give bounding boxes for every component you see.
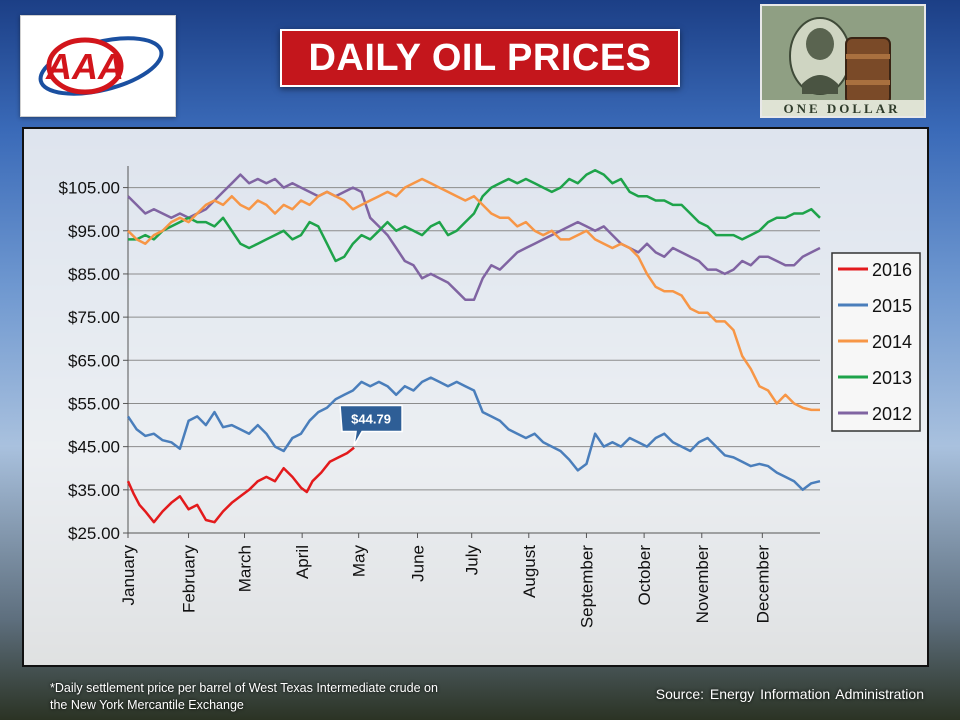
x-tick-label: January <box>119 545 138 606</box>
callout-box <box>339 404 403 446</box>
legend-label-2014: 2014 <box>872 332 912 352</box>
title-banner: DAILY OIL PRICES <box>280 29 680 87</box>
legend-label-2016: 2016 <box>872 260 912 280</box>
series-line-2016 <box>126 446 355 524</box>
x-tick-label: November <box>693 545 712 624</box>
x-tick-label: October <box>635 545 654 606</box>
x-tick-label: December <box>753 545 772 624</box>
series-lines <box>126 169 821 524</box>
y-tick-label: $95.00 <box>68 222 120 241</box>
aaa-logo: AAA <box>20 15 176 117</box>
y-tick-label: $75.00 <box>68 308 120 327</box>
legend-label-2015: 2015 <box>872 296 912 316</box>
x-tick-label: August <box>520 545 539 598</box>
x-tick-label: April <box>293 545 312 579</box>
footnote: *Daily settlement price per barrel of We… <box>50 680 438 714</box>
money-barrel-image: ONE DOLLAR <box>760 4 926 118</box>
gridlines <box>128 187 820 534</box>
footnote-line-1: *Daily settlement price per barrel of We… <box>50 681 438 695</box>
x-tick-label: July <box>463 545 482 576</box>
series-line-2014 <box>127 177 820 412</box>
callout-label: $44.79 <box>351 412 391 427</box>
legend: 2016 2015 2014 2013 2012 <box>831 252 921 432</box>
oil-price-chart: $25.00 $35.00 $45.00 $55.00 $65.00 $75.00 $85.… <box>22 127 929 667</box>
y-tick-label: $35.00 <box>68 481 120 500</box>
logo-globe-icon: AAA <box>38 36 164 96</box>
y-tick-label: $105.00 <box>59 179 120 198</box>
page-title: DAILY OIL PRICES <box>308 36 652 79</box>
y-tick-label: $85.00 <box>68 265 120 284</box>
y-tick-label: $25.00 <box>68 524 120 543</box>
logo-text: AAA <box>45 46 124 87</box>
series-line-2013 <box>128 169 821 263</box>
x-tick-label: June <box>408 545 427 582</box>
x-tick-label: March <box>235 545 254 592</box>
axes: $25.00 $35.00 $45.00 $55.00 $65.00 $75.00 $85.… <box>59 166 820 628</box>
legend-label-2012: 2012 <box>872 404 912 424</box>
dollar-caption: ONE DOLLAR <box>783 101 900 116</box>
x-tick-label: September <box>577 545 596 628</box>
x-tick-label: May <box>350 545 369 578</box>
legend-label-2013: 2013 <box>872 368 912 388</box>
y-tick-label: $65.00 <box>68 351 120 370</box>
source-credit: Source: Energy Information Administratio… <box>655 686 924 702</box>
chart-svg: $25.00 $35.00 $45.00 $55.00 $65.00 $75.00 $85.… <box>59 166 921 628</box>
y-tick-label: $45.00 <box>68 438 120 457</box>
series-line-2012 <box>127 173 821 302</box>
footnote-line-2: the New York Mercantile Exchange <box>50 698 244 712</box>
y-tick-label: $55.00 <box>68 394 120 413</box>
series-line-2015 <box>126 376 821 492</box>
x-tick-label: February <box>180 545 199 614</box>
price-callout: $44.79 <box>339 404 403 446</box>
